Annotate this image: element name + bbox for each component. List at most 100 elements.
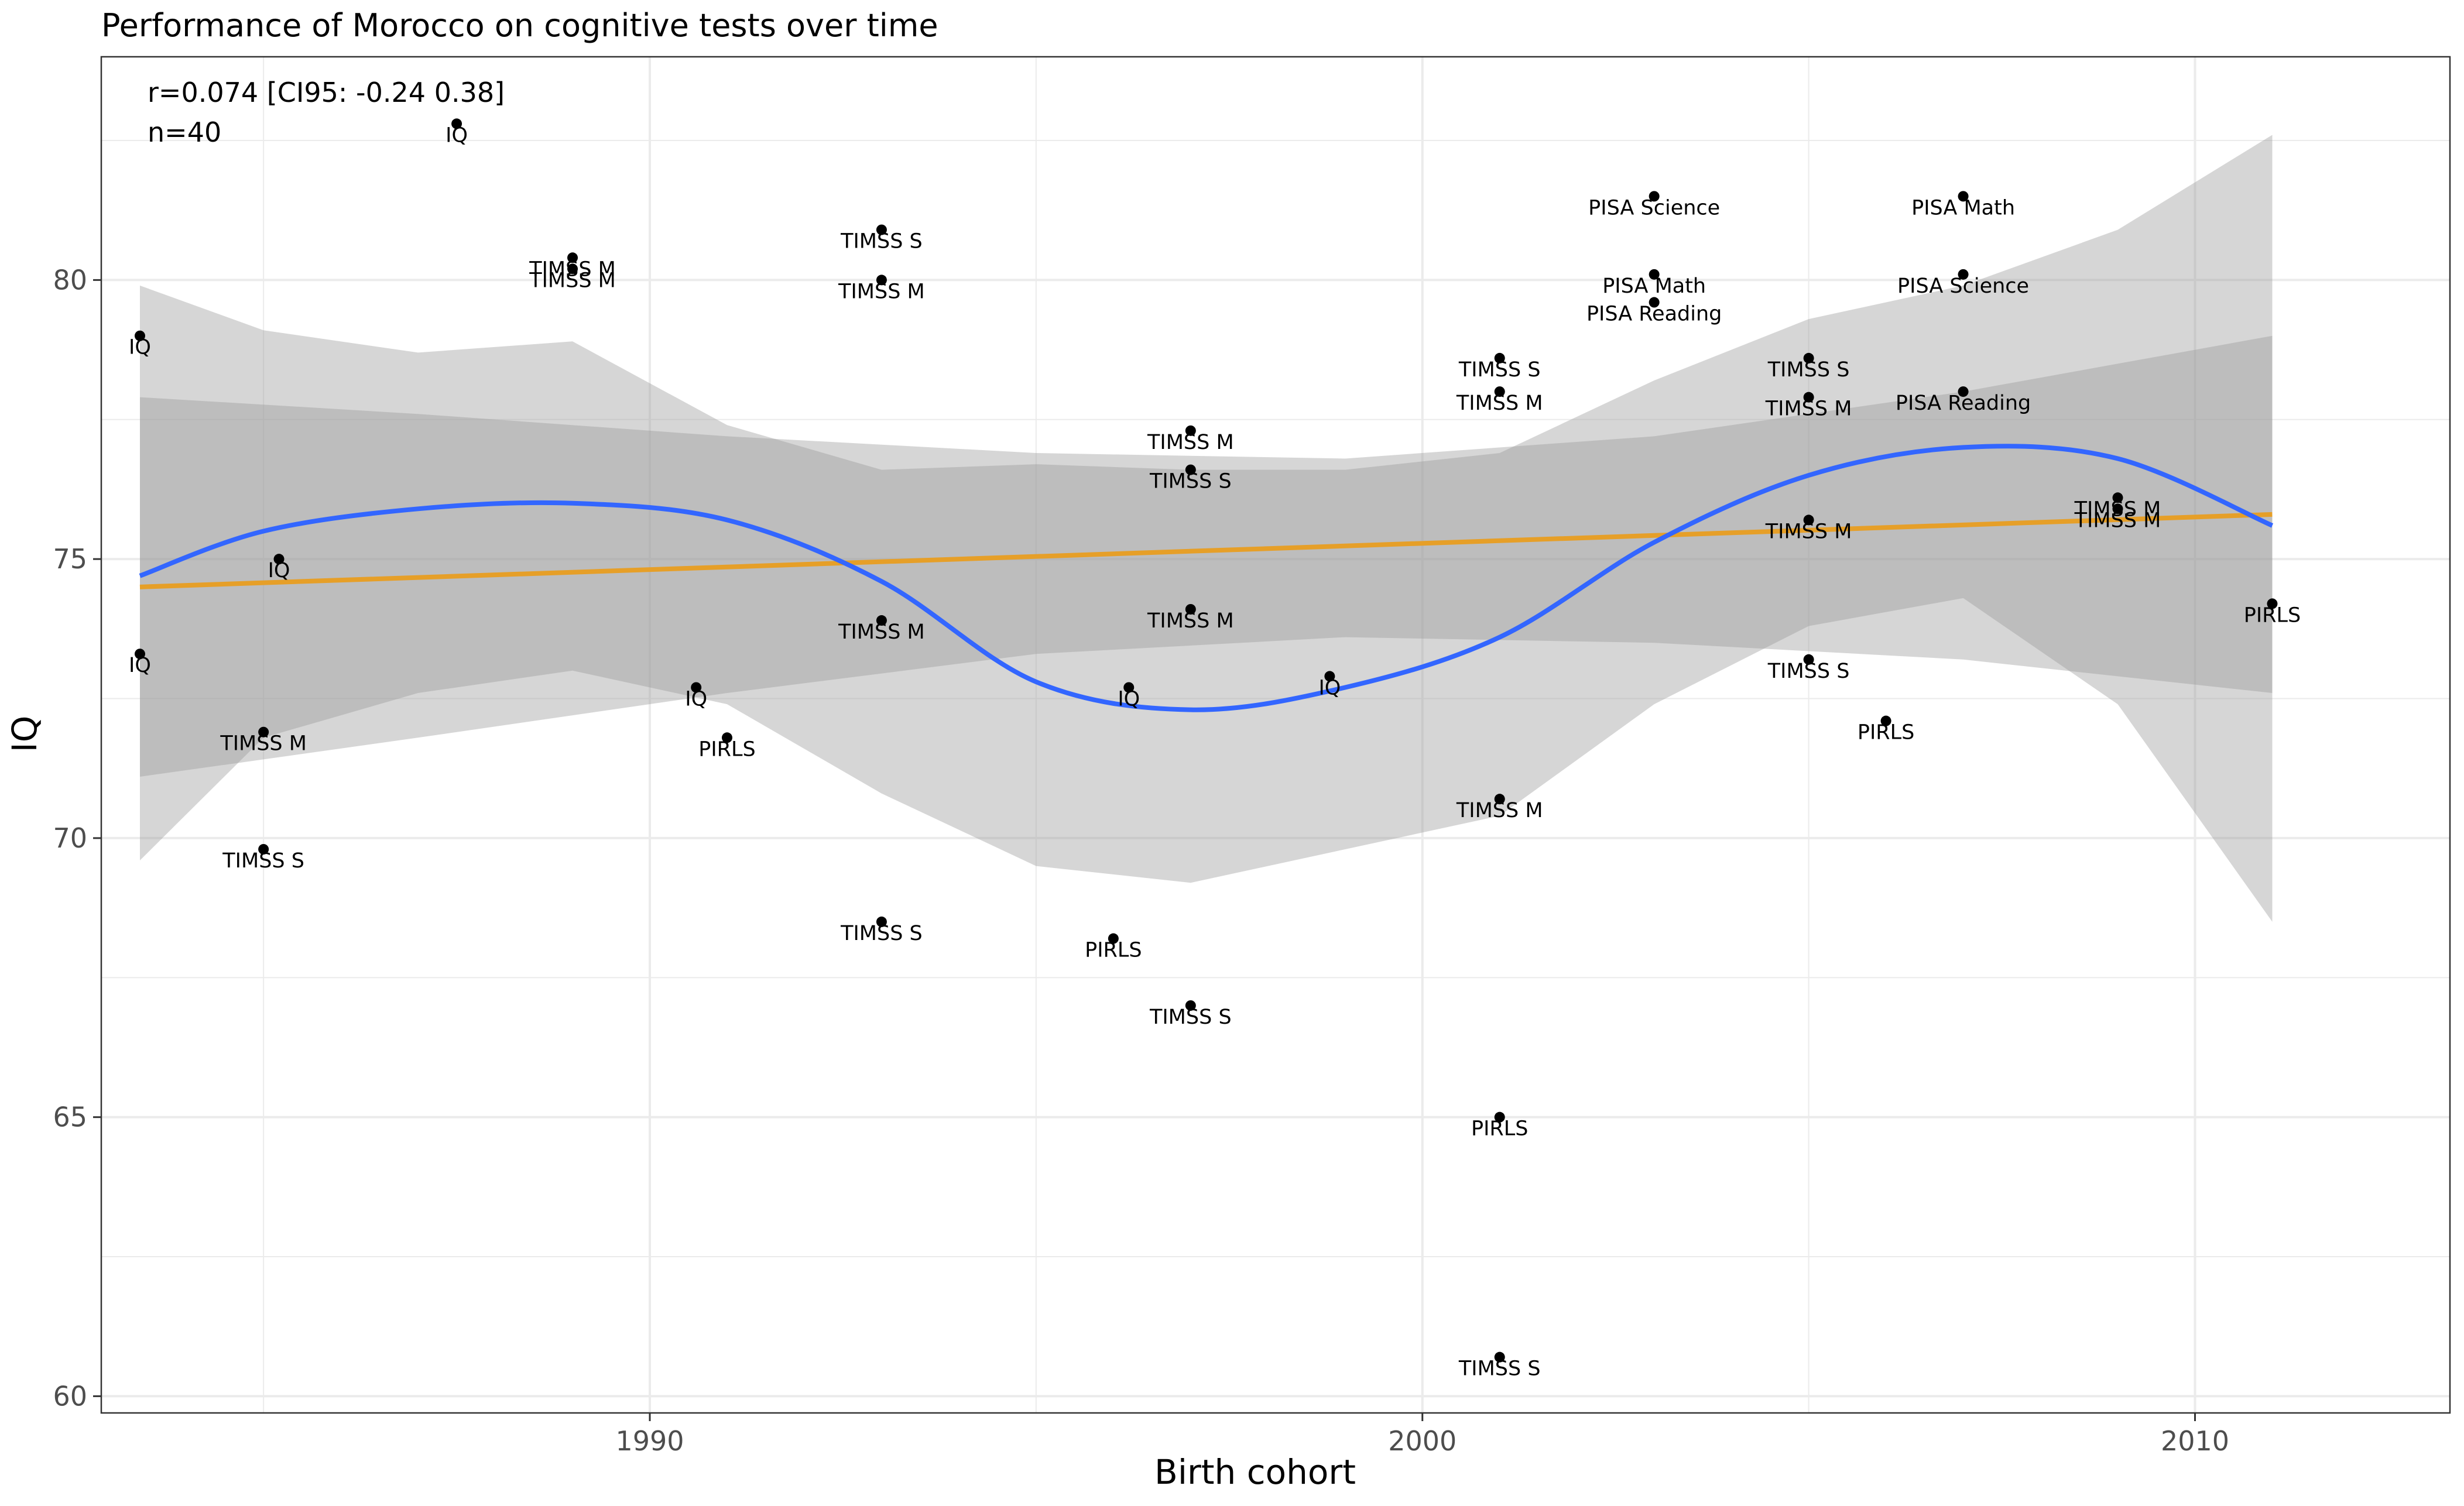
point-label: PISA Reading bbox=[1896, 392, 2031, 415]
y-tick-label: 75 bbox=[53, 543, 87, 575]
data-point bbox=[567, 252, 578, 263]
point-label: PISA Science bbox=[1897, 275, 2029, 298]
point-label: IQ bbox=[445, 124, 468, 147]
data-point bbox=[273, 554, 285, 565]
data-point bbox=[1803, 352, 1814, 363]
data-point bbox=[2112, 503, 2123, 514]
data-point bbox=[258, 726, 269, 737]
point-label: PIRLS bbox=[1858, 721, 1914, 745]
point-label: TIMSS S bbox=[1458, 1357, 1541, 1381]
point-label: IQ bbox=[1118, 687, 1140, 711]
data-point bbox=[1803, 654, 1814, 665]
point-label: TIMSS M bbox=[1147, 609, 1234, 633]
data-point bbox=[451, 118, 462, 129]
point-label: TIMSS M bbox=[220, 732, 307, 756]
point-label: TIMSS S bbox=[840, 922, 923, 945]
point-label: TIMSS M bbox=[2074, 509, 2161, 532]
point-label: IQ bbox=[685, 687, 707, 711]
x-axis-title: Birth cohort bbox=[1154, 1452, 1356, 1492]
point-label: PISA Reading bbox=[1586, 303, 1722, 326]
data-point bbox=[876, 224, 887, 235]
y-tick-label: 70 bbox=[53, 822, 87, 854]
point-label: PIRLS bbox=[698, 737, 755, 761]
point-label: TIMSS M bbox=[838, 280, 925, 303]
data-point bbox=[134, 649, 145, 660]
point-label: TIMSS S bbox=[1458, 358, 1541, 382]
point-label: PISA Math bbox=[1602, 275, 1706, 298]
fit-lines bbox=[139, 444, 2274, 712]
y-tick-label: 60 bbox=[53, 1380, 87, 1412]
x-tick-label: 2010 bbox=[2161, 1425, 2229, 1457]
data-point bbox=[2267, 598, 2278, 609]
data-point bbox=[876, 615, 887, 626]
data-point bbox=[1324, 671, 1335, 682]
data-point bbox=[1123, 682, 1135, 693]
n-annotation: n=40 bbox=[148, 116, 221, 148]
point-label: TIMSS M bbox=[1147, 431, 1234, 454]
point-label: PISA Science bbox=[1588, 196, 1720, 219]
point-label: TIMSS S bbox=[1767, 358, 1850, 382]
correlation-annotation: r=0.074 [CI95: -0.24 0.38] bbox=[148, 77, 505, 108]
point-label: IQ bbox=[129, 654, 151, 677]
point-label: TIMSS M bbox=[2074, 498, 2161, 521]
point-label: IQ bbox=[129, 336, 151, 359]
point-label: TIMSS M bbox=[838, 620, 925, 644]
linear-fit-line bbox=[139, 512, 2273, 589]
data-point bbox=[876, 916, 887, 927]
data-point bbox=[1649, 191, 1660, 202]
data-point bbox=[1880, 715, 1891, 726]
data-point bbox=[258, 843, 269, 855]
point-label: IQ bbox=[1318, 676, 1341, 699]
point-label: TIMSS M bbox=[1456, 799, 1543, 822]
data-point bbox=[1185, 1000, 1196, 1011]
point-label: IQ bbox=[268, 559, 290, 582]
y-tick-label: 65 bbox=[53, 1102, 87, 1133]
point-label: TIMSS S bbox=[840, 230, 923, 253]
point-label: PISA Math bbox=[1911, 196, 2015, 219]
data-point bbox=[1185, 603, 1196, 615]
data-point bbox=[1803, 514, 1814, 526]
point-label: TIMSS M bbox=[529, 269, 616, 292]
confidence-bands bbox=[140, 135, 2273, 922]
data-point bbox=[876, 275, 887, 286]
y-tick-label: 80 bbox=[53, 264, 87, 296]
linear-fit-ci-band bbox=[140, 335, 2273, 777]
smooth-fit-line bbox=[139, 444, 2274, 712]
point-label: PIRLS bbox=[2244, 603, 2301, 627]
point-label: TIMSS S bbox=[1149, 1006, 1232, 1029]
data-point bbox=[134, 330, 145, 341]
y-axis-title: IQ bbox=[5, 716, 44, 753]
data-point bbox=[1185, 464, 1196, 475]
point-label: TIMSS M bbox=[1765, 520, 1852, 543]
data-point bbox=[1958, 269, 1969, 280]
point-label: PIRLS bbox=[1085, 939, 1142, 962]
x-tick-label: 2000 bbox=[1388, 1425, 1457, 1457]
data-point bbox=[1494, 794, 1505, 805]
data-point bbox=[1649, 269, 1660, 280]
data-points bbox=[134, 118, 2278, 1363]
point-label: TIMSS S bbox=[222, 849, 304, 873]
plot-panel-border bbox=[100, 56, 2451, 1414]
data-point bbox=[1108, 933, 1119, 944]
point-label: TIMSS S bbox=[1149, 470, 1232, 493]
data-point bbox=[721, 732, 732, 743]
data-point bbox=[2112, 492, 2123, 503]
data-point bbox=[1494, 1351, 1505, 1363]
data-point bbox=[1494, 386, 1505, 397]
data-point bbox=[1185, 425, 1196, 436]
data-point bbox=[1803, 392, 1814, 403]
data-point bbox=[1494, 352, 1505, 363]
data-point bbox=[1494, 1112, 1505, 1123]
data-point bbox=[691, 682, 702, 693]
grid bbox=[101, 57, 2450, 1413]
data-point bbox=[1649, 297, 1660, 308]
point-label: TIMSS M bbox=[1456, 392, 1543, 415]
data-point bbox=[1958, 386, 1969, 397]
smooth-fit-ci-band bbox=[140, 135, 2273, 922]
axes: 1990 2000 2010 60 65 70 75 80 bbox=[53, 264, 2229, 1457]
point-label: TIMSS S bbox=[1767, 660, 1850, 683]
point-label: PIRLS bbox=[1471, 1117, 1528, 1141]
